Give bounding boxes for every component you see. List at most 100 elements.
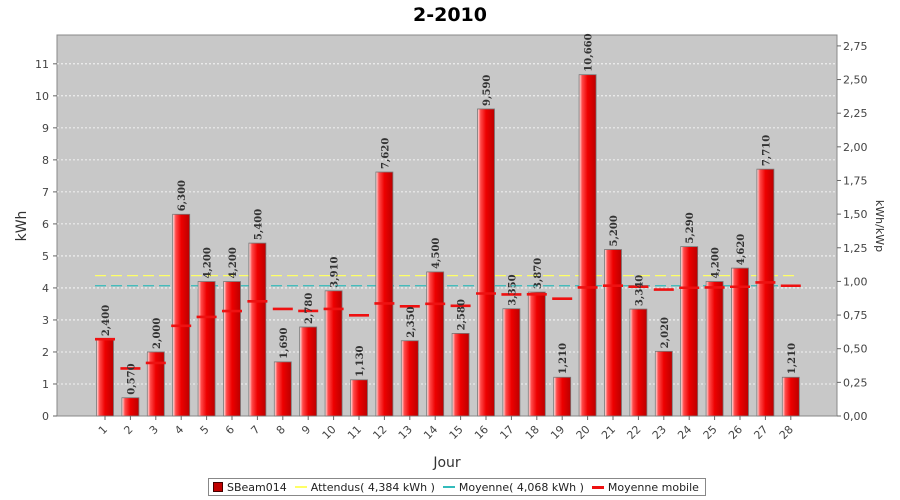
x-axis-ticks: 1 2 3 4 5 6 7 8 9 10 11 12 13 14 15 16 17 18 19 20 21 22 23 24 2… xyxy=(96,416,796,442)
x-tick-label: 14 xyxy=(421,423,440,442)
data-label: 1,130 xyxy=(355,345,366,376)
bar xyxy=(172,213,191,417)
y-tick-label: 2 xyxy=(42,346,49,359)
bar xyxy=(375,171,394,417)
data-label: 2,020 xyxy=(660,317,671,348)
x-tick-label: 6 xyxy=(223,423,237,437)
data-label: 1,690 xyxy=(279,328,290,359)
data-label: 3,350 xyxy=(507,274,518,305)
x-tick-label: 26 xyxy=(726,423,745,442)
data-label: 2,400 xyxy=(101,305,112,336)
bar xyxy=(680,246,699,417)
bar xyxy=(553,376,572,417)
x-tick-label: 20 xyxy=(574,423,593,442)
y2-tick-label: 1,75 xyxy=(843,174,868,187)
x-tick-label: 8 xyxy=(274,423,288,437)
legend-item-sbeam014: SBeam014 xyxy=(213,481,287,494)
x-tick-label: 22 xyxy=(624,423,643,442)
bar xyxy=(451,332,470,417)
x-tick-label: 27 xyxy=(751,423,770,442)
y2-axis-title: kWh/kWp xyxy=(873,200,886,252)
y2-tick-label: 2,00 xyxy=(843,141,868,154)
bar xyxy=(654,350,673,417)
legend-swatch-moyenne-mobile xyxy=(591,485,604,489)
bar xyxy=(756,168,775,417)
legend-item-moyenne-mobile: Moyenne mobile xyxy=(591,481,699,494)
y-tick-label: 8 xyxy=(42,154,49,167)
y-tick-label: 5 xyxy=(42,250,49,263)
moving-average-marks xyxy=(95,281,801,370)
y-axis-title: kWh xyxy=(14,211,30,242)
data-label: 4,200 xyxy=(228,247,239,278)
x-tick-label: 1 xyxy=(96,423,110,437)
data-label: 2,350 xyxy=(406,306,417,337)
y2-tick-label: 1,50 xyxy=(843,208,868,221)
legend-swatch-bar xyxy=(213,482,223,492)
data-label: 5,290 xyxy=(685,212,696,243)
y2-tick-label: 2,75 xyxy=(843,40,868,53)
bar xyxy=(705,281,724,417)
y2-tick-label: 0,50 xyxy=(843,343,868,356)
bar xyxy=(578,74,597,417)
y2-tick-label: 0,25 xyxy=(843,376,868,389)
y-axis-ticks: 0 1 2 3 4 5 6 7 8 9 10 11 xyxy=(35,58,57,423)
x-tick-label: 19 xyxy=(548,423,567,442)
legend: SBeam014 Attendus( 4,384 kWh ) Moyenne( … xyxy=(208,478,706,496)
bar xyxy=(731,267,749,417)
data-label: 7,620 xyxy=(380,138,391,169)
data-label: 4,620 xyxy=(736,234,747,265)
legend-label-sbeam014: SBeam014 xyxy=(227,480,287,494)
x-axis-title: Jour xyxy=(432,455,461,471)
legend-item-attendus: Attendus( 4,384 kWh ) xyxy=(294,481,435,494)
data-label: 6,300 xyxy=(177,180,188,211)
chart-title: 2-2010 xyxy=(413,4,487,26)
y2-tick-label: 2,25 xyxy=(843,107,868,120)
x-tick-label: 16 xyxy=(472,423,491,442)
bar xyxy=(96,338,114,417)
x-tick-label: 10 xyxy=(320,423,339,442)
x-tick-label: 13 xyxy=(396,423,415,442)
data-label: 2,780 xyxy=(304,293,315,324)
data-labels: 2,400 0,570 2,000 6,300 4,200 4,200 5,400 1,690… xyxy=(101,33,798,394)
y-tick-label: 9 xyxy=(42,122,49,135)
x-tick-label: 21 xyxy=(599,423,618,442)
data-label: 2,000 xyxy=(152,318,163,349)
x-tick-label: 9 xyxy=(299,423,313,437)
x-tick-label: 11 xyxy=(345,423,364,442)
x-tick-label: 2 xyxy=(121,423,135,437)
y-tick-label: 3 xyxy=(42,314,49,327)
y2-tick-label: 0,75 xyxy=(843,309,868,322)
x-tick-label: 25 xyxy=(701,423,720,442)
bar xyxy=(223,281,241,417)
bar xyxy=(197,281,216,417)
legend-swatch-attendus xyxy=(294,486,307,488)
data-label: 5,400 xyxy=(253,209,264,240)
data-label: 4,200 xyxy=(203,247,214,278)
x-tick-label: 28 xyxy=(777,423,796,442)
x-tick-label: 7 xyxy=(248,423,262,437)
data-label: 4,200 xyxy=(711,247,722,278)
data-label: 2,580 xyxy=(457,299,468,330)
data-label: 1,210 xyxy=(558,343,569,374)
y2-tick-label: 1,25 xyxy=(843,242,868,255)
y2-tick-label: 2,50 xyxy=(843,74,868,87)
data-label: 3,910 xyxy=(330,256,341,287)
y-tick-label: 6 xyxy=(42,218,49,231)
data-label: 1,210 xyxy=(787,343,798,374)
y2-axis-ticks: 0,00 0,25 0,50 0,75 1,00 1,25 1,50 1,75 2,00 2,25… xyxy=(837,40,868,423)
x-tick-label: 15 xyxy=(447,423,466,442)
x-tick-label: 5 xyxy=(198,423,212,437)
data-label: 7,710 xyxy=(761,135,772,166)
bar xyxy=(781,376,800,417)
bar xyxy=(477,108,495,417)
legend-swatch-moyenne xyxy=(442,486,455,488)
y-tick-label: 10 xyxy=(35,90,49,103)
data-label: 3,340 xyxy=(634,275,645,306)
y2-tick-label: 1,00 xyxy=(843,275,868,288)
y-tick-label: 0 xyxy=(42,410,49,423)
bar xyxy=(273,361,292,417)
bar xyxy=(121,397,140,417)
bar xyxy=(146,351,165,417)
x-tick-label: 12 xyxy=(370,423,389,442)
